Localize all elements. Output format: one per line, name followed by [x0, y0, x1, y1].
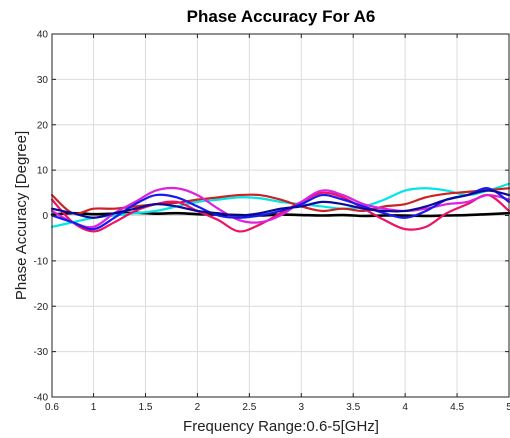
x-tick-label: 4	[402, 402, 408, 413]
y-tick-label: 30	[37, 75, 49, 86]
x-tick-label: 5	[506, 402, 510, 413]
grid-lines	[52, 34, 509, 397]
x-tick-label: 3	[298, 402, 304, 413]
x-tick-label: 1.5	[139, 402, 153, 413]
y-tick-label: 20	[37, 120, 49, 131]
data-series	[50, 182, 510, 233]
axis-ticks: 0.6 1 1.5 2 2.5 3 3.5 4 4.5 5 -40 -30 -20 -10 0 10 20 30 4…	[34, 30, 510, 414]
y-tick-label: -10	[34, 256, 49, 267]
chart-title: Phase Accuracy For A6	[187, 7, 376, 26]
y-tick-label: 0	[42, 211, 48, 222]
y-tick-label: 10	[37, 166, 49, 177]
x-tick-label: 4.5	[450, 402, 464, 413]
x-tick-label: 0.6	[45, 402, 59, 413]
y-tick-label: -30	[34, 347, 49, 358]
x-tick-label: 1	[91, 402, 97, 413]
y-axis-label: Phase Accuracy [Degree]	[13, 131, 30, 300]
series-line-4	[50, 191, 510, 233]
series-line-6	[50, 187, 510, 231]
x-tick-label: 2	[195, 402, 201, 413]
y-tick-label: -40	[34, 393, 49, 404]
x-axis-label: Frequency Range:0.6-5[GHz]	[183, 418, 379, 435]
series-line-7	[50, 189, 510, 219]
x-tick-label: 3.5	[346, 402, 360, 413]
y-tick-label: -20	[34, 302, 49, 313]
y-tick-label: 40	[37, 30, 49, 41]
x-tick-label: 2.5	[242, 402, 256, 413]
